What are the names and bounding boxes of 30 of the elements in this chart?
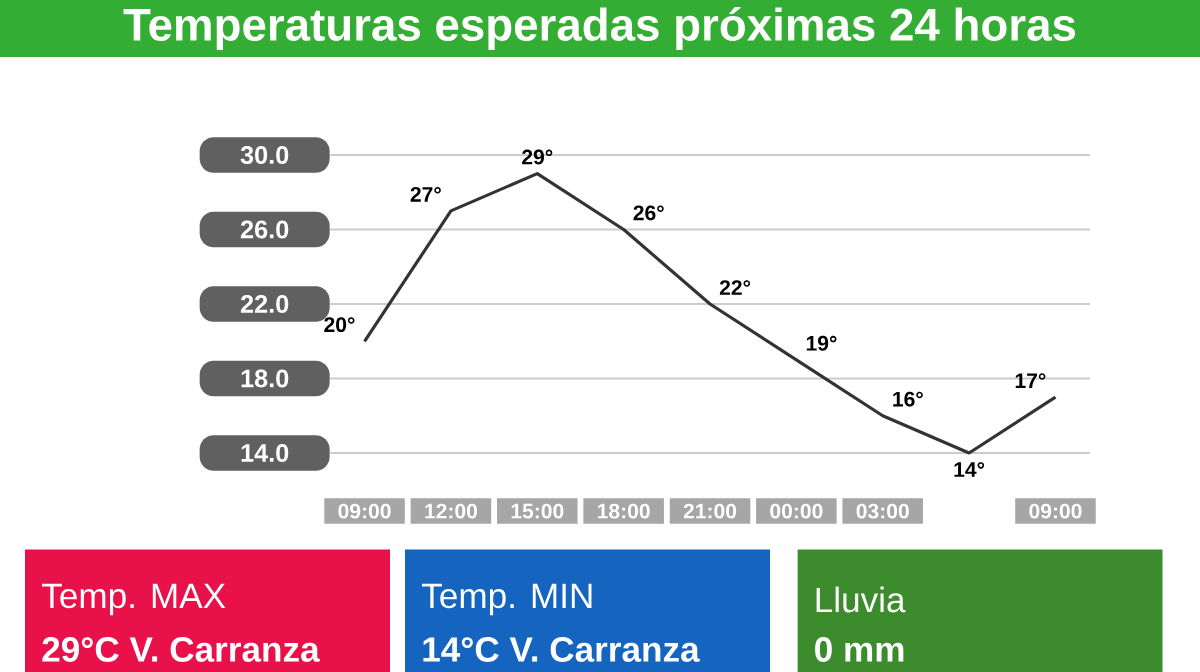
- x-tick-label: 09:00: [1029, 503, 1082, 519]
- data-label: 19°: [806, 335, 837, 351]
- data-label: 26°: [633, 205, 664, 221]
- data-label: 22°: [719, 280, 751, 295]
- y-tick-label: 14.0: [241, 444, 289, 462]
- x-tick-label: 09:00: [338, 503, 391, 519]
- x-tick-label: 21:00: [683, 503, 737, 519]
- y-tick-label: 26.0: [240, 220, 289, 239]
- line-series: [362, 172, 1058, 455]
- data-label: 16°: [893, 391, 923, 407]
- data-label: 27°: [410, 187, 441, 202]
- x-tick-label: 15:00: [511, 503, 564, 519]
- y-tick-label: 18.0: [241, 369, 289, 388]
- x-tick-label: 00:00: [770, 503, 823, 519]
- data-label: 29°: [522, 149, 553, 165]
- data-label: 14°: [954, 462, 985, 477]
- text: Lluvia: [816, 586, 906, 613]
- text: 29°C V. Carranza: [42, 637, 320, 662]
- x-tick-label: 18:00: [598, 503, 650, 519]
- y-tick-label: 22.0: [240, 295, 289, 313]
- text: 0 mm: [815, 637, 904, 662]
- text: Temp. MIN: [422, 583, 592, 616]
- x-tick-label: 03:00: [856, 503, 909, 519]
- data-label: 20°: [324, 317, 355, 333]
- text: Temp. MAX: [42, 583, 226, 616]
- x-tick-label: 12:00: [425, 503, 478, 519]
- data-label: 17°: [1015, 373, 1046, 388]
- chart-title: Temperaturas esperadas próximas 24 horas: [123, 7, 1076, 50]
- y-tick-label: 30.0: [240, 146, 289, 164]
- text: 14°C V. Carranza: [423, 637, 700, 662]
